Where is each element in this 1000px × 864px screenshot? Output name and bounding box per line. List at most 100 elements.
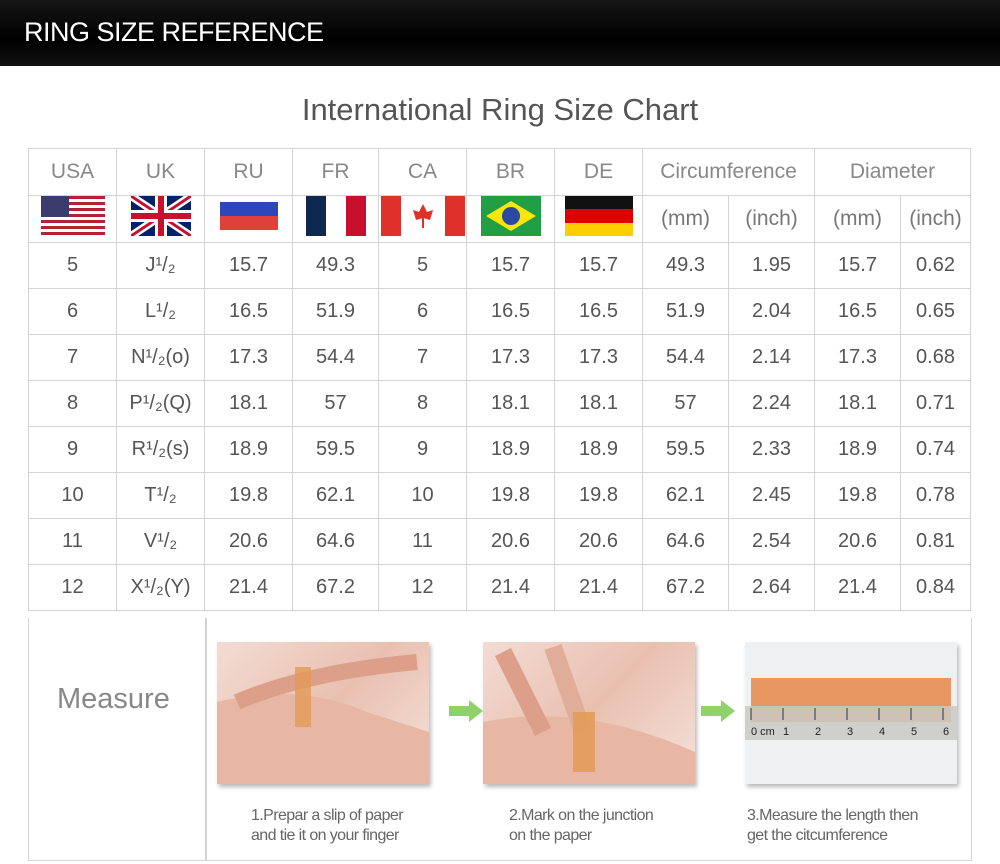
cell-uk: P¹/₂(Q) [116,380,205,427]
ruler-label: 1 [783,726,789,738]
cell-de: 16.5 [554,288,643,335]
arrow-right-icon [449,700,483,722]
cell-fr: 62.1 [292,472,379,519]
caption-line: on the paper [509,827,592,844]
cell-usa: 11 [28,518,117,565]
cell-circ-mm: 67.2 [642,564,729,611]
hand-marking-paper-icon [483,644,695,784]
cell-ca: 8 [378,380,467,427]
cell-circ-inch: 2.14 [728,334,815,381]
column-header-br: BR [466,148,555,196]
cell-br: 20.6 [466,518,555,565]
cell-de: 17.3 [554,334,643,381]
cell-diam-inch: 0.68 [900,334,971,381]
cell-br: 17.3 [466,334,555,381]
cell-de: 20.6 [554,518,643,565]
cell-fr: 49.3 [292,242,379,289]
flag-cell [466,195,555,243]
cell-ca: 6 [378,288,467,335]
flag-cell [28,195,117,243]
cell-circ-inch: 2.24 [728,380,815,427]
cell-de: 19.8 [554,472,643,519]
column-header-uk: UK [116,148,205,196]
cell-uk: J¹/₂ [116,242,205,289]
cell-de: 18.9 [554,426,643,473]
chart-title: International Ring Size Chart [301,92,699,127]
header-row: USA UK RU FR CA BR DE Circumference Diameter [28,148,971,196]
cell-br: 18.1 [466,380,555,427]
cell-ca: 10 [378,472,467,519]
cell-diam-mm: 19.8 [814,472,901,519]
caption-line: 3.Measure the length then [747,807,919,824]
cell-br: 16.5 [466,288,555,335]
column-header-de: DE [554,148,643,196]
cell-uk: R¹/₂(s) [116,426,205,473]
flag-row: (mm) (inch) (mm) (inch) [28,192,971,243]
cell-diam-mm: 20.6 [814,518,901,565]
caption-line: and tie it on your finger [251,827,399,844]
cell-ca: 7 [378,334,467,381]
cell-fr: 51.9 [292,288,379,335]
cell-usa: 5 [28,242,117,289]
ruler-measuring-icon: 0 cm 1 2 3 4 5 6 [745,678,957,740]
column-header-diameter: Diameter [814,148,971,196]
ring-size-table: USA UK RU FR CA BR DE Circumference Diameter (mm… [28,148,971,611]
flag-cell [378,195,467,243]
cell-ca: 9 [378,426,467,473]
cell-de: 18.1 [554,380,643,427]
cell-circ-inch: 1.95 [728,242,815,289]
cell-ca: 11 [378,518,467,565]
measure-label: Measure [57,683,170,715]
cell-br: 19.8 [466,472,555,519]
cell-br: 15.7 [466,242,555,289]
cell-de: 15.7 [554,242,643,289]
cell-circ-inch: 2.45 [728,472,815,519]
cell-diam-inch: 0.71 [900,380,971,427]
cell-uk: V¹/₂ [116,518,205,565]
column-header-ca: CA [378,148,467,196]
germany-flag-icon [564,196,633,242]
table-row: 7 N¹/₂(o) 17.3 54.4 7 17.3 17.3 54.4 2.14 17.3 0.6… [28,334,971,381]
cell-ru: 19.8 [204,472,293,519]
uk-flag-icon [128,192,193,242]
cell-ru: 17.3 [204,334,293,381]
cell-ca: 12 [378,564,467,611]
table-row: 5 J¹/₂ 15.7 49.3 5 15.7 15.7 49.3 1.95 15.7 0.62 [28,242,971,289]
banner: RING SIZE REFERENCE [0,0,1000,66]
cell-usa: 12 [28,564,117,611]
cell-ru: 18.1 [204,380,293,427]
cell-diam-inch: 0.74 [900,426,971,473]
ruler-label: 2 [815,726,821,738]
cell-ru: 18.9 [204,426,293,473]
table-row: 11 V¹/₂ 20.6 64.6 11 20.6 20.6 64.6 2.54 20.6 0.81 [28,518,971,565]
cell-diam-inch: 0.78 [900,472,971,519]
ruler-label: 4 [879,726,885,738]
cell-ru: 16.5 [204,288,293,335]
column-header-circumference: Circumference [642,148,815,196]
cell-usa: 8 [28,380,117,427]
cell-circ-inch: 2.64 [728,564,815,611]
cell-diam-inch: 0.84 [900,564,971,611]
table-row: 8 P¹/₂(Q) 18.1 57 8 18.1 18.1 57 2.24 18.1 0.71 [28,380,971,427]
unit-label: (mm) [642,195,729,243]
cell-circ-mm: 51.9 [642,288,729,335]
step-1-caption: 1.Prepar a slip of paper and tie it on yo… [251,806,404,846]
cell-ca: 5 [378,242,467,289]
cell-diam-inch: 0.62 [900,242,971,289]
cell-de: 21.4 [554,564,643,611]
cell-circ-mm: 59.5 [642,426,729,473]
caption-line: get the citcumference [747,827,888,844]
table-row: 6 L¹/₂ 16.5 51.9 6 16.5 16.5 51.9 2.04 16.5 0.65 [28,288,971,335]
unit-label: (mm) [814,195,901,243]
cell-usa: 9 [28,426,117,473]
cell-diam-inch: 0.65 [900,288,971,335]
cell-ru: 15.7 [204,242,293,289]
cell-br: 18.9 [466,426,555,473]
measure-section: Measure 0 cm 1 2 3 4 5 6 1.Prepar a slip of pa… [28,618,972,861]
step-2-caption: 2.Mark on the junction on the paper [509,806,654,846]
cell-circ-mm: 62.1 [642,472,729,519]
caption-line: 2.Mark on the junction [509,807,654,824]
step-1-photo [217,642,429,784]
banner-title: RING SIZE REFERENCE [24,17,324,47]
cell-uk: N¹/₂(o) [116,334,205,381]
